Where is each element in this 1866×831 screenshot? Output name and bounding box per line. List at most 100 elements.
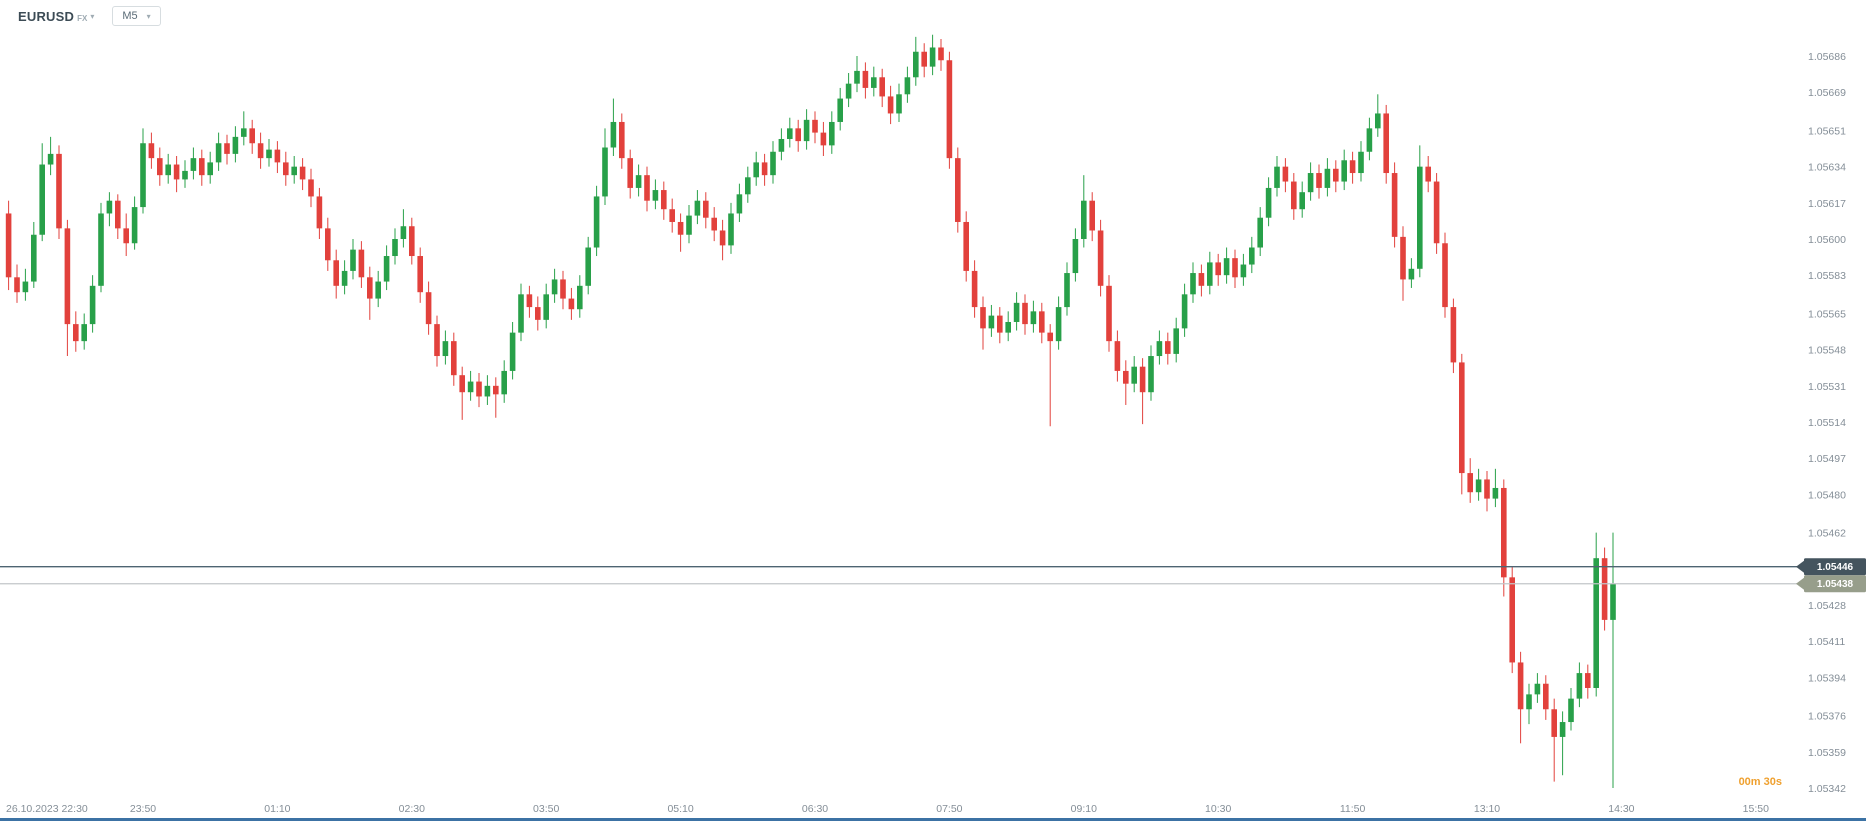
bottom-panel-edge bbox=[0, 818, 1866, 821]
candle bbox=[31, 221, 37, 288]
candle-body bbox=[1316, 173, 1322, 188]
candle bbox=[1047, 324, 1053, 427]
candle-body bbox=[845, 83, 852, 99]
candle bbox=[509, 321, 516, 380]
candle bbox=[560, 270, 566, 310]
candle bbox=[1391, 162, 1398, 248]
candle-body bbox=[803, 119, 810, 142]
candle-body bbox=[1484, 479, 1490, 499]
candle-body bbox=[719, 230, 726, 246]
candle-body bbox=[1265, 187, 1272, 218]
candle bbox=[1114, 330, 1121, 382]
candle-body bbox=[988, 315, 995, 329]
candle bbox=[131, 196, 138, 250]
price-tick-label: 1.05514 bbox=[1808, 417, 1846, 429]
timeframe-dropdown[interactable]: M5 ▾ bbox=[112, 6, 161, 26]
candle-body bbox=[56, 153, 62, 229]
candle bbox=[602, 128, 608, 205]
candle-body bbox=[375, 281, 381, 299]
candle-body bbox=[753, 162, 759, 178]
candle-body bbox=[980, 307, 986, 329]
candle-body bbox=[417, 256, 423, 293]
candle bbox=[316, 187, 323, 239]
candle-body bbox=[409, 226, 415, 257]
candle bbox=[1551, 698, 1557, 782]
candle bbox=[955, 147, 961, 233]
candle bbox=[1576, 662, 1583, 708]
candle-body bbox=[115, 200, 121, 229]
candle-body bbox=[425, 292, 432, 325]
candle bbox=[736, 183, 743, 222]
candle bbox=[1593, 532, 1599, 697]
candle bbox=[661, 181, 667, 220]
candle bbox=[106, 192, 113, 227]
candle-body bbox=[955, 158, 961, 222]
candle bbox=[1383, 104, 1389, 184]
chart-header: EURUSD FX ▾ M5 ▾ bbox=[18, 6, 161, 26]
candle-body bbox=[14, 277, 20, 293]
candle-body bbox=[963, 221, 969, 271]
candle-body bbox=[22, 281, 29, 293]
time-tick-label: 09:10 bbox=[1071, 803, 1097, 815]
candle-body bbox=[1391, 173, 1398, 237]
candle-body bbox=[644, 175, 650, 201]
candle bbox=[568, 287, 575, 320]
candle bbox=[913, 36, 919, 86]
candle bbox=[484, 375, 491, 405]
candle bbox=[711, 207, 717, 242]
candle-body bbox=[745, 177, 751, 195]
candle bbox=[761, 153, 768, 186]
instrument-selector[interactable]: EURUSD FX ▾ bbox=[18, 9, 94, 24]
candle-body bbox=[64, 228, 71, 325]
candle-body bbox=[341, 270, 348, 286]
candle bbox=[467, 370, 474, 401]
candle-body bbox=[1459, 362, 1465, 474]
candle-body bbox=[929, 47, 936, 67]
candle-body bbox=[820, 132, 827, 146]
candle bbox=[493, 377, 499, 418]
candle bbox=[232, 126, 239, 163]
candle bbox=[1106, 275, 1112, 352]
candle bbox=[904, 66, 911, 103]
candle-body bbox=[1299, 192, 1305, 210]
price-axis[interactable]: 1.05686 1.05669 1.05651 1.05634 1.05617 1.056… bbox=[1808, 51, 1846, 795]
candle-body bbox=[106, 200, 113, 214]
candle bbox=[1299, 181, 1305, 218]
candle-body bbox=[1526, 694, 1532, 710]
candle bbox=[753, 151, 759, 186]
candle bbox=[854, 56, 860, 93]
candle-body bbox=[1148, 356, 1154, 393]
candle-body bbox=[887, 96, 894, 114]
candle bbox=[1534, 673, 1541, 703]
candle bbox=[1450, 298, 1457, 374]
price-tick-label: 1.05548 bbox=[1808, 345, 1846, 357]
candle bbox=[1358, 141, 1364, 182]
candle-body bbox=[686, 215, 692, 235]
price-line[interactable]: 1.05438 bbox=[0, 575, 1866, 593]
candle bbox=[1249, 236, 1255, 274]
candle-body bbox=[921, 51, 927, 67]
candle-body bbox=[913, 51, 919, 78]
candle-body bbox=[778, 138, 785, 152]
candle-body bbox=[1139, 366, 1146, 393]
candle-body bbox=[1173, 328, 1179, 354]
candle bbox=[703, 192, 709, 229]
candle-body bbox=[434, 324, 440, 357]
candle-body bbox=[1492, 487, 1499, 499]
price-tick-label: 1.05497 bbox=[1808, 453, 1846, 465]
candle bbox=[745, 166, 751, 203]
candle-body bbox=[47, 153, 54, 165]
candle-body bbox=[1475, 479, 1482, 493]
candle-body bbox=[787, 128, 793, 139]
candle-body bbox=[123, 228, 129, 244]
price-tick-label: 1.05376 bbox=[1808, 711, 1846, 723]
time-axis[interactable]: 26.10.2023 22:30 23:50 01:10 02:30 03:50 05:1… bbox=[6, 803, 1769, 815]
candle-body bbox=[812, 119, 818, 133]
candle bbox=[669, 198, 675, 233]
candle-body bbox=[1517, 662, 1524, 710]
candle bbox=[56, 145, 62, 239]
candle bbox=[375, 270, 381, 308]
price-line[interactable]: 1.05446 bbox=[0, 558, 1866, 576]
candle-body bbox=[694, 200, 701, 216]
